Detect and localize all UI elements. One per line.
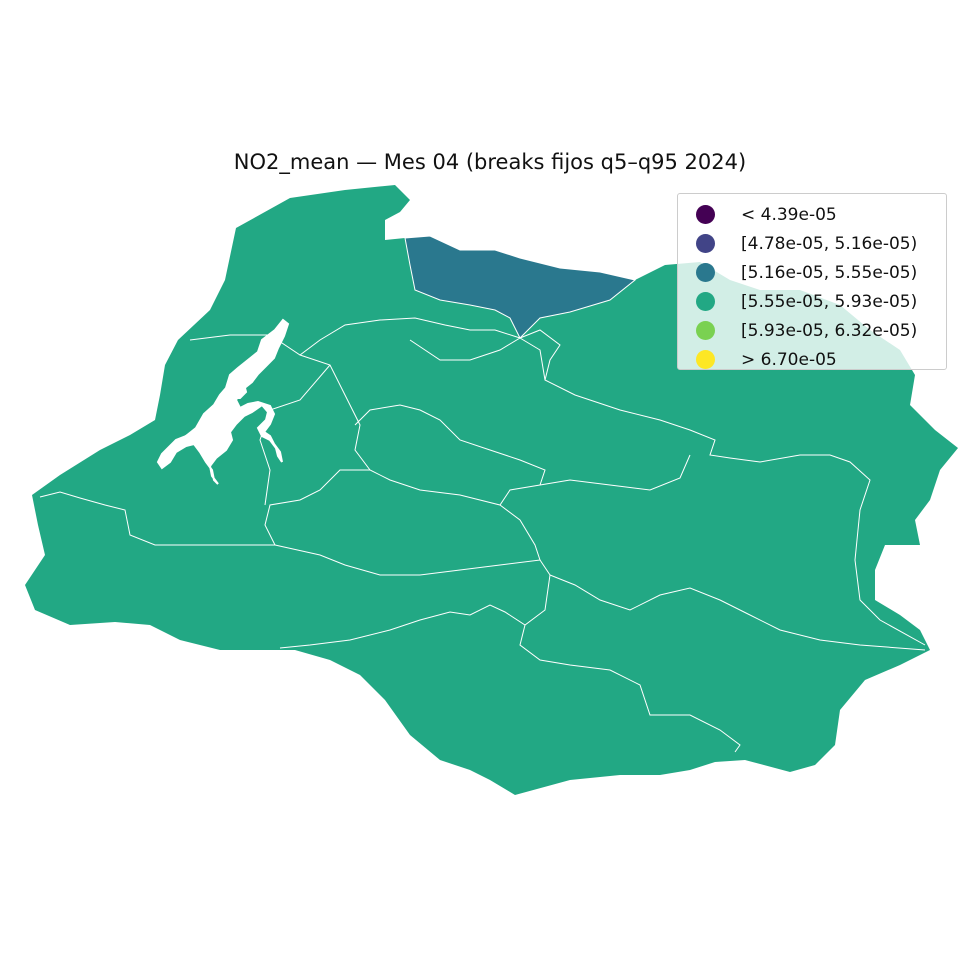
district-boundaries xyxy=(39,317,926,753)
legend-label: [4.78e-05, 5.16e-05) xyxy=(741,233,918,254)
map-title: NO2_mean — Mes 04 (breaks fijos q5–q95 2… xyxy=(233,150,747,174)
legend-label: [5.55e-05, 5.93e-05) xyxy=(741,291,918,312)
legend-swatch-icon xyxy=(696,292,715,311)
legend: < 4.39e-05 [4.78e-05, 5.16e-05) [5.16e-0… xyxy=(677,193,947,370)
legend-item: [4.78e-05, 5.16e-05) xyxy=(696,229,946,258)
legend-swatch-icon xyxy=(696,350,715,369)
legend-swatch-icon xyxy=(696,263,715,282)
legend-label: [5.16e-05, 5.55e-05) xyxy=(741,262,918,283)
legend-item: [5.55e-05, 5.93e-05) xyxy=(696,287,946,316)
legend-swatch-icon xyxy=(696,205,715,224)
legend-label: > 6.70e-05 xyxy=(741,349,837,370)
region-highlight xyxy=(404,235,637,339)
legend-item: > 6.70e-05 xyxy=(696,345,946,374)
legend-item: < 4.39e-05 xyxy=(696,200,946,229)
legend-label: < 4.39e-05 xyxy=(741,204,837,225)
legend-label: [5.93e-05, 6.32e-05) xyxy=(741,320,918,341)
legend-item: [5.16e-05, 5.55e-05) xyxy=(696,258,946,287)
legend-swatch-icon xyxy=(696,234,715,253)
legend-swatch-icon xyxy=(696,321,715,340)
river-estuary xyxy=(156,318,290,485)
legend-item: [5.93e-05, 6.32e-05) xyxy=(696,316,946,345)
